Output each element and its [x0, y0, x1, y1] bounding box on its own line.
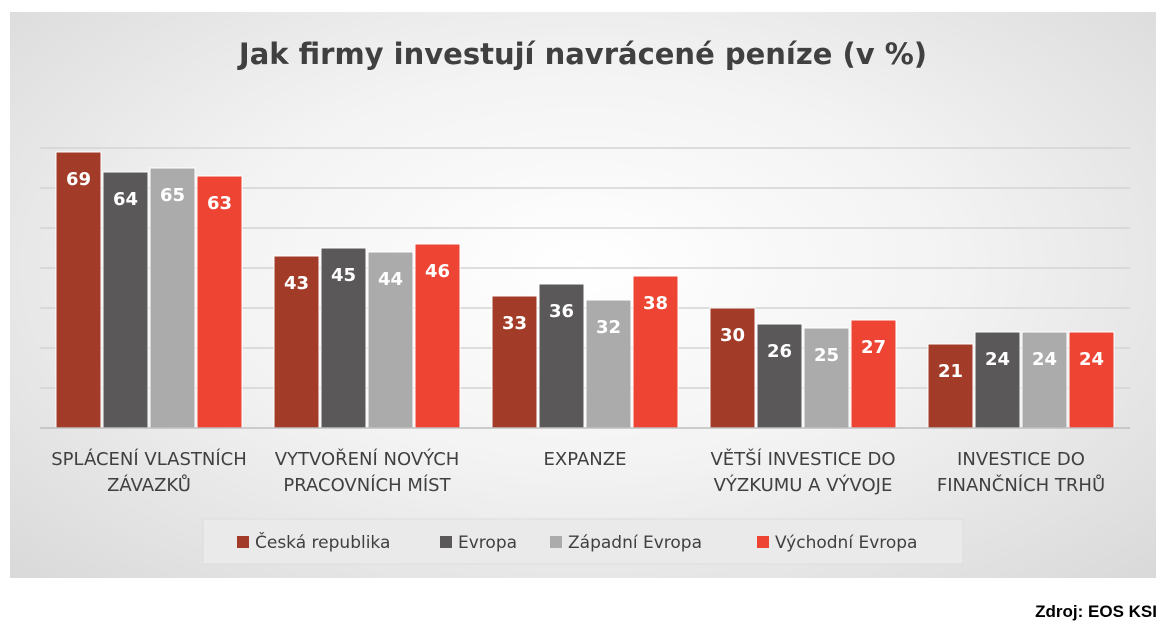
category-label-line: VÝZKUMU A VÝVOJE	[714, 474, 893, 496]
category-label-line: ZÁVAZKŮ	[107, 474, 191, 496]
bar	[149, 167, 196, 429]
bar	[850, 319, 897, 429]
bar	[803, 327, 850, 429]
data-label: 30	[720, 325, 745, 346]
bar	[756, 323, 803, 429]
bar	[927, 343, 974, 429]
data-label: 46	[425, 261, 450, 282]
category-label-line: EXPANZE	[544, 449, 627, 470]
category-label-line: INVESTICE DO	[957, 449, 1085, 470]
data-label: 36	[549, 301, 574, 322]
source-note: Zdroj: EOS KSI	[1035, 602, 1157, 621]
data-label: 27	[861, 337, 886, 358]
data-label: 24	[985, 349, 1010, 370]
data-label: 69	[66, 169, 91, 190]
bar-chart: Jak firmy investují navrácené peníze (v …	[40, 37, 1130, 565]
legend-swatch	[237, 536, 249, 548]
data-label: 33	[502, 313, 527, 334]
data-label: 45	[331, 265, 356, 286]
data-label: 38	[643, 293, 668, 314]
data-label: 63	[207, 193, 232, 214]
data-label: 44	[378, 269, 403, 290]
category-label: EXPANZE	[544, 449, 627, 470]
bar	[491, 295, 538, 429]
data-label: 21	[938, 361, 963, 382]
bar	[55, 151, 102, 429]
data-label: 64	[113, 189, 138, 210]
bar	[273, 255, 320, 429]
data-label: 43	[284, 273, 309, 294]
data-label: 24	[1079, 349, 1104, 370]
chart-panel: Jak firmy investují navrácené peníze (v …	[10, 12, 1156, 578]
data-label: 65	[160, 185, 185, 206]
bar	[974, 331, 1021, 429]
legend-box	[202, 518, 964, 565]
data-label: 32	[596, 317, 621, 338]
category-label-line: PRACOVNÍCH MÍST	[283, 474, 451, 496]
bar	[1068, 331, 1115, 429]
category-label: VYTVOŘENÍ NOVÝCH PRACOVNÍCH MÍST	[275, 448, 460, 496]
bar	[709, 307, 756, 429]
bar	[414, 243, 461, 429]
legend-swatch	[550, 536, 562, 548]
category-label-line: FINANČNÍCH TRHŮ	[937, 474, 1105, 496]
bar	[1021, 331, 1068, 429]
category-label-line: SPLÁCENÍ VLASTNÍCH	[51, 448, 247, 470]
category-label: VĚTŠÍ INVESTICE DO VÝZKUMU A VÝVOJE	[710, 448, 895, 496]
legend-label: Česká republika	[255, 531, 390, 553]
data-label: 26	[767, 341, 792, 362]
chart-title: Jak firmy investují navrácené peníze (v …	[237, 37, 927, 71]
data-label: 25	[814, 345, 839, 366]
bar	[538, 283, 585, 429]
category-label-line: VĚTŠÍ INVESTICE DO	[710, 448, 895, 470]
legend-swatch	[757, 536, 769, 548]
category-label: INVESTICE DO FINANČNÍCH TRHŮ	[937, 449, 1105, 496]
category-label: SPLÁCENÍ VLASTNÍCH ZÁVAZKŮ	[51, 448, 247, 496]
category-label-line: VYTVOŘENÍ NOVÝCH	[275, 448, 460, 470]
bar	[367, 251, 414, 429]
bar	[320, 247, 367, 429]
legend-label: Východní Evropa	[775, 533, 917, 553]
legend-label: Západní Evropa	[568, 533, 702, 553]
legend-swatch	[440, 536, 452, 548]
bar	[585, 299, 632, 429]
data-label: 24	[1032, 349, 1057, 370]
bar	[102, 171, 149, 429]
legend-label: Evropa	[458, 533, 517, 553]
